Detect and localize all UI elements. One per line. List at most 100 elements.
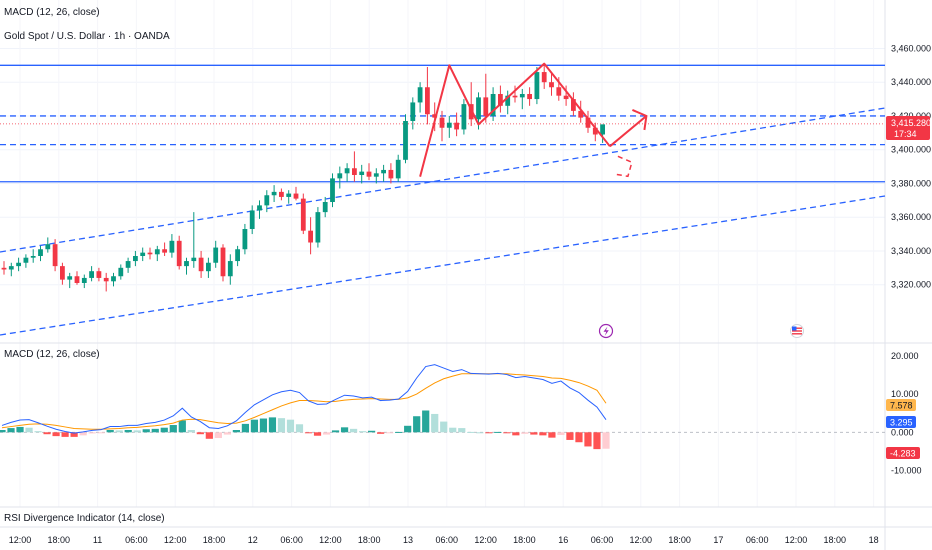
pattern-zigzag[interactable] (419, 62, 611, 177)
projection-arrow-down[interactable] (615, 155, 633, 178)
histogram-bar (395, 431, 403, 433)
histogram-bar (196, 432, 204, 435)
histogram-bar (268, 417, 277, 433)
candle (541, 63, 547, 89)
time-tick-label: 12 (248, 535, 258, 545)
candle (140, 247, 146, 262)
candle (169, 234, 175, 258)
price-tick-label: 3,360.000 (891, 212, 931, 222)
time-tick-label: 06:00 (280, 535, 303, 545)
candle (381, 164, 386, 182)
candle (162, 242, 167, 256)
candle (359, 164, 365, 184)
histogram-bar (331, 430, 340, 433)
histogram-bar (169, 425, 177, 433)
time-tick-label: 12:00 (785, 535, 808, 545)
candle (534, 67, 540, 105)
candle (30, 249, 36, 263)
macd-axis[interactable]: 20.000 10.000 0.000 -10.000 (891, 351, 922, 476)
histogram-bar (413, 416, 421, 433)
candle (446, 115, 452, 138)
projection-arrow-up[interactable] (609, 115, 648, 148)
histogram-badge (886, 447, 920, 459)
candle (235, 245, 240, 267)
candle (439, 110, 445, 142)
histogram-bar (593, 432, 601, 450)
histogram-bar (0, 430, 6, 433)
candle (103, 272, 109, 292)
macd-title[interactable]: MACD (12, 26, close) (4, 349, 100, 360)
lightning-icon[interactable] (598, 323, 614, 339)
histogram-bar (151, 428, 159, 433)
symbol-title[interactable]: Gold Spot / U.S. Dollar · 1h · OANDA (4, 31, 170, 42)
us-flag-icon[interactable] (790, 324, 804, 338)
candle (571, 92, 576, 116)
histogram-bar (521, 432, 529, 434)
histogram-bar (602, 432, 610, 449)
double-top-pattern[interactable] (419, 62, 648, 178)
candle (505, 90, 511, 115)
histogram-bar (43, 432, 51, 435)
signal-badge-text: 7.578 (890, 401, 913, 411)
candle (330, 173, 335, 208)
last-price-badge (886, 116, 930, 140)
macd-line (1, 364, 607, 434)
histogram-bar (70, 432, 78, 437)
histogram-bar (277, 418, 286, 433)
price-axis[interactable]: 3,460.000 3,440.000 3,420.000 3,400.000 3,38… (891, 43, 931, 289)
candle (279, 188, 284, 201)
histogram-bar (232, 430, 240, 433)
candle (519, 88, 525, 110)
candle (8, 262, 14, 277)
histogram-bar (377, 432, 385, 434)
histogram-bar (187, 430, 195, 433)
candle (425, 67, 430, 125)
time-tick-label: 11 (93, 535, 102, 545)
macd-tick-label: -10.000 (891, 466, 922, 476)
histogram-bar (449, 427, 457, 433)
top-indicator-title[interactable]: MACD (12, 26, close) (4, 7, 100, 18)
histogram-bar (214, 432, 222, 439)
candle (81, 274, 87, 289)
price-tick-label: 3,340.000 (891, 246, 931, 256)
rsi-title[interactable]: RSI Divergence Indicator (14, close) (4, 513, 165, 524)
histogram-bar (530, 432, 538, 435)
candle (337, 166, 343, 189)
time-axis[interactable]: 12:00 18:00 11 06:00 12:00 18:00 12 06:00 12:00 1… (9, 535, 879, 545)
histogram-bar (584, 432, 592, 447)
candle (23, 254, 29, 268)
histogram-bar (304, 432, 313, 434)
candle (410, 97, 416, 130)
price-tick-label: 3,460.000 (891, 43, 931, 53)
candle (257, 200, 262, 219)
histogram-bar (575, 432, 583, 443)
candle (74, 271, 80, 285)
candle (264, 190, 270, 213)
candle (45, 237, 51, 253)
candle (490, 87, 496, 121)
candle (16, 257, 21, 272)
time-tick-label: 12:00 (319, 535, 342, 545)
histogram-bar (539, 432, 547, 436)
histogram-bar (160, 427, 168, 433)
candle (483, 73, 489, 123)
candle (125, 257, 131, 273)
time-tick-label: 12:00 (164, 535, 187, 545)
histogram-bar (97, 432, 105, 434)
histogram-bar (349, 428, 358, 433)
candle (118, 264, 124, 280)
candle (67, 272, 73, 289)
candle (52, 239, 58, 272)
time-tick-label: 18:00 (824, 535, 847, 545)
last-price-label: 3,415.280 17:34 (886, 116, 931, 140)
histogram-bar (79, 432, 87, 436)
price-tick-label: 3,380.000 (891, 178, 931, 188)
candle (191, 212, 197, 268)
candle (1, 261, 7, 275)
candle (461, 99, 467, 135)
histogram-bar (566, 432, 574, 440)
histogram-bar (548, 432, 556, 438)
histogram-bar (458, 428, 466, 433)
